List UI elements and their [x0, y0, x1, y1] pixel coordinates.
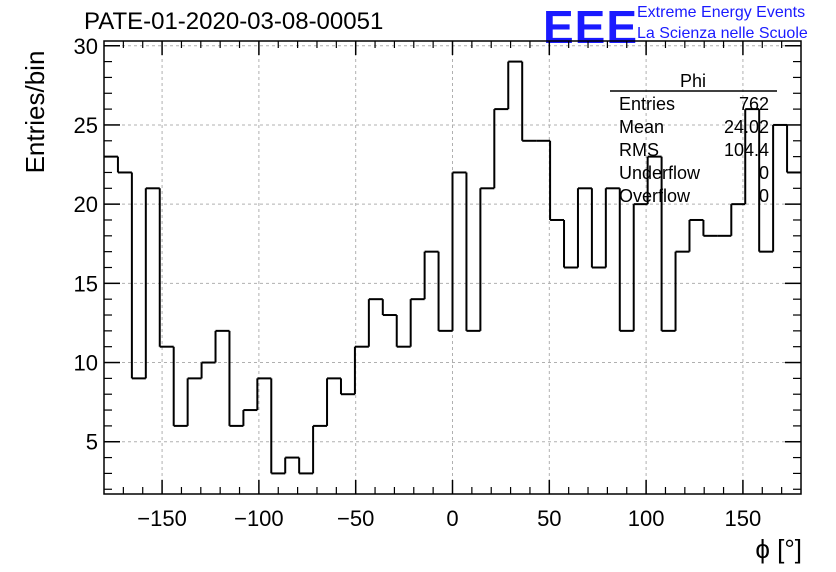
x-tick-label: −50	[337, 506, 374, 531]
plot-title: PATE-01-2020-03-08-00051	[84, 8, 384, 35]
x-tick-label: 50	[537, 506, 561, 531]
y-tick-label: 10	[74, 351, 98, 376]
stats-row-label: Entries	[619, 94, 675, 114]
stats-row-label: Underflow	[619, 163, 701, 183]
y-tick-label: 20	[74, 192, 98, 217]
x-tick-label: 150	[725, 506, 762, 531]
stats-row-label: Mean	[619, 117, 664, 137]
stats-rows: Entries 762 Mean 24.02 RMS 104.4 Underflow 0 Ove…	[619, 94, 769, 206]
y-tick-label: 30	[74, 34, 98, 59]
stats-row-value: 762	[739, 94, 769, 114]
logo-subtitle-2: La Scienza nelle Scuole	[637, 25, 808, 42]
y-tick-label: 25	[74, 113, 98, 138]
x-axis-label: ϕ [°]	[755, 534, 802, 564]
x-tick-label: −100	[234, 506, 284, 531]
histogram-bars	[104, 60, 801, 475]
y-tick-label: 5	[86, 430, 98, 455]
x-tick-label: 100	[628, 506, 665, 531]
tick-labels: −150 −100 −50 0 50 100 150 5 10 15 20 25 30	[74, 34, 762, 531]
y-tick-label: 15	[74, 271, 98, 296]
stats-title: Phi	[680, 71, 706, 91]
stats-row-value: 0	[759, 186, 769, 206]
stats-row-value: 24.02	[724, 117, 769, 137]
x-tick-label: −150	[137, 506, 187, 531]
stats-row-value: 0	[759, 163, 769, 183]
stats-row-label: Overflow	[619, 186, 691, 206]
x-tick-label: 0	[446, 506, 458, 531]
axis-ticks	[104, 41, 801, 494]
stats-row-label: RMS	[619, 140, 659, 160]
eee-logo: EEE	[543, 1, 639, 53]
logo-subtitle-1: Extreme Energy Events	[637, 4, 806, 21]
stats-box: Phi Entries 762 Mean 24.02 RMS 104.4 Underflow…	[610, 71, 777, 206]
stats-row-value: 104.4	[724, 140, 769, 160]
